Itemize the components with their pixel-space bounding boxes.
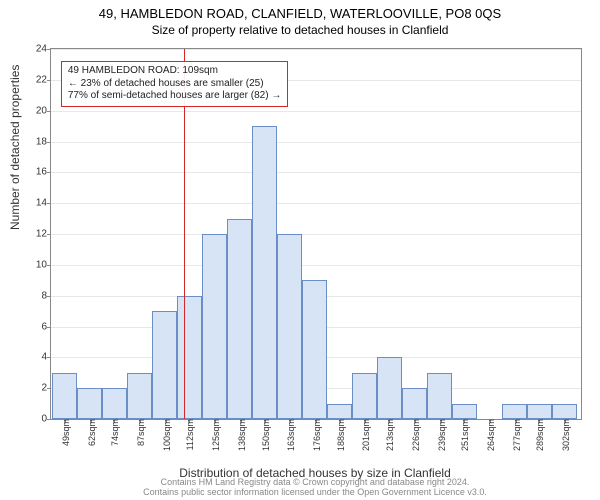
histogram-bar	[252, 126, 277, 419]
xtick-label: 213sqm	[383, 419, 395, 451]
plot-area: 02468101214161820222449sqm62sqm74sqm87sq…	[50, 48, 582, 420]
xtick-label: 226sqm	[409, 419, 421, 451]
histogram-bar	[327, 404, 352, 419]
histogram-bar	[427, 373, 452, 419]
xtick-label: 62sqm	[85, 419, 97, 446]
xtick-label: 251sqm	[458, 419, 470, 451]
ytick-label: 14	[36, 198, 51, 209]
histogram-bar	[102, 388, 127, 419]
gridline	[51, 265, 581, 266]
histogram-bar	[52, 373, 77, 419]
ytick-label: 22	[36, 74, 51, 85]
ytick-label: 24	[36, 44, 51, 55]
chart-container: 49, HAMBLEDON ROAD, CLANFIELD, WATERLOOV…	[0, 0, 600, 500]
xtick-label: 150sqm	[259, 419, 271, 451]
histogram-bar	[127, 373, 152, 419]
gridline	[51, 234, 581, 235]
histogram-bar	[277, 234, 302, 419]
y-axis-label: Number of detached properties	[8, 65, 22, 230]
ytick-label: 10	[36, 259, 51, 270]
histogram-bar	[452, 404, 477, 419]
histogram-bar	[152, 311, 177, 419]
histogram-bar	[527, 404, 552, 419]
footer-line-2: Contains public sector information licen…	[50, 488, 580, 498]
chart-title: 49, HAMBLEDON ROAD, CLANFIELD, WATERLOOV…	[0, 0, 600, 21]
histogram-bar	[77, 388, 102, 419]
histogram-bar	[202, 234, 227, 419]
gridline	[51, 142, 581, 143]
xtick-label: 125sqm	[209, 419, 221, 451]
histogram-bar	[552, 404, 577, 419]
ytick-label: 4	[41, 352, 51, 363]
xtick-label: 138sqm	[235, 419, 247, 451]
xtick-label: 87sqm	[134, 419, 146, 446]
histogram-bar	[227, 219, 252, 419]
xtick-label: 239sqm	[435, 419, 447, 451]
ytick-label: 6	[41, 321, 51, 332]
info-box: 49 HAMBLEDON ROAD: 109sqm← 23% of detach…	[61, 61, 288, 107]
ytick-label: 18	[36, 136, 51, 147]
ytick-label: 20	[36, 105, 51, 116]
xtick-label: 74sqm	[108, 419, 120, 446]
xtick-label: 163sqm	[284, 419, 296, 451]
xtick-label: 201sqm	[359, 419, 371, 451]
ytick-label: 2	[41, 383, 51, 394]
histogram-bar	[302, 280, 327, 419]
xtick-label: 277sqm	[510, 419, 522, 451]
footer-attribution: Contains HM Land Registry data © Crown c…	[50, 478, 580, 498]
histogram-bar	[402, 388, 427, 419]
xtick-label: 176sqm	[310, 419, 322, 451]
xtick-label: 112sqm	[183, 419, 195, 450]
xtick-label: 100sqm	[160, 419, 172, 451]
info-box-line: 77% of semi-detached houses are larger (…	[68, 90, 281, 103]
xtick-label: 49sqm	[59, 419, 71, 446]
info-box-line: ← 23% of detached houses are smaller (25…	[68, 78, 281, 91]
xtick-label: 188sqm	[334, 419, 346, 451]
ytick-label: 16	[36, 167, 51, 178]
histogram-bar	[352, 373, 377, 419]
ytick-label: 8	[41, 290, 51, 301]
gridline	[51, 203, 581, 204]
histogram-bar	[177, 296, 202, 419]
chart-subtitle: Size of property relative to detached ho…	[0, 21, 600, 37]
xtick-label: 302sqm	[559, 419, 571, 451]
ytick-label: 0	[41, 414, 51, 425]
histogram-bar	[502, 404, 527, 419]
histogram-bar	[377, 357, 402, 419]
info-box-line: 49 HAMBLEDON ROAD: 109sqm	[68, 65, 281, 78]
xtick-label: 289sqm	[533, 419, 545, 451]
gridline	[51, 49, 581, 50]
xtick-label: 264sqm	[484, 419, 496, 451]
gridline	[51, 111, 581, 112]
gridline	[51, 172, 581, 173]
ytick-label: 12	[36, 229, 51, 240]
